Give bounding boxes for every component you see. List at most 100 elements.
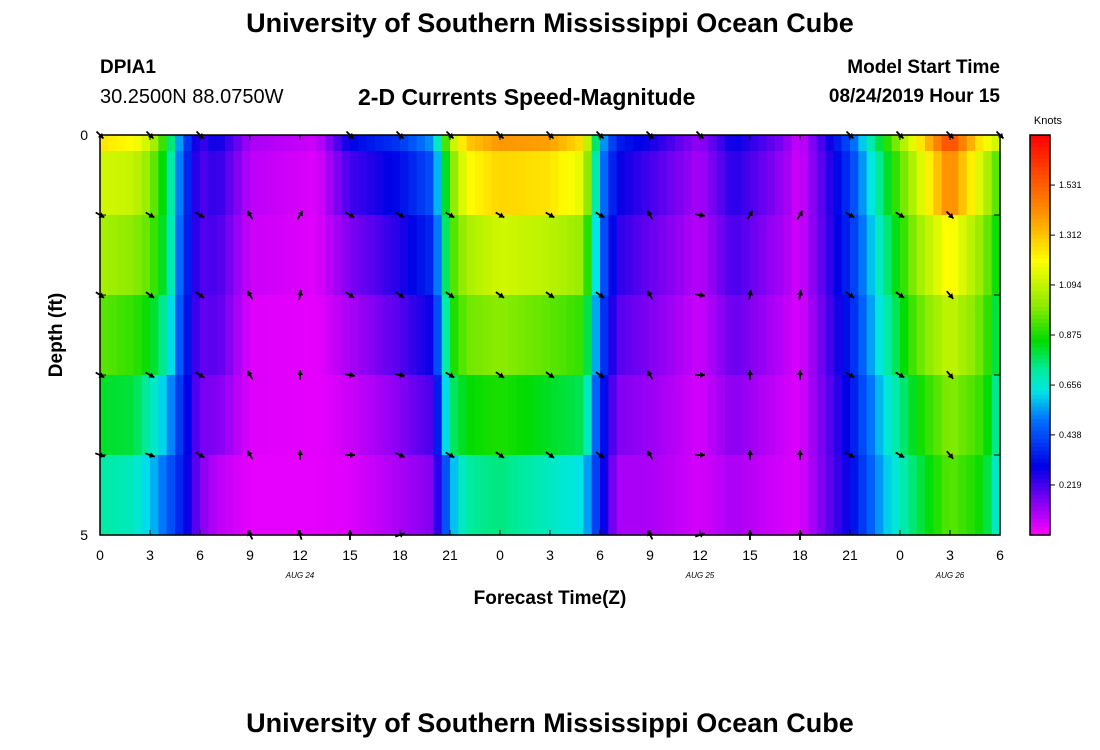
heatmap-cell <box>916 455 926 536</box>
heatmap-cell <box>133 375 143 456</box>
heatmap-cell <box>850 151 859 216</box>
heatmap-cell <box>775 151 784 216</box>
colorbar-segment <box>1030 519 1050 524</box>
heatmap-cell <box>866 455 876 536</box>
vector-arrow-head <box>699 292 705 298</box>
heatmap-cell <box>541 295 551 376</box>
x-tick-label: 9 <box>646 547 654 563</box>
heatmap-cell <box>858 375 868 456</box>
heatmap-cell <box>708 215 718 296</box>
heatmap-cell <box>725 151 734 216</box>
vector-arrow-head <box>548 292 555 298</box>
vector-arrow-head <box>297 450 303 455</box>
heatmap-cell <box>716 455 726 536</box>
heatmap-cell <box>316 151 326 216</box>
model-start-label: Model Start Time <box>847 57 1000 78</box>
vector-arrow-head <box>848 452 855 458</box>
heatmap-cell <box>358 455 368 536</box>
vector-arrow-head <box>398 292 405 298</box>
heatmap-cell <box>900 455 909 536</box>
heatmap-cell <box>266 135 276 152</box>
heatmap-cell <box>625 151 634 216</box>
heatmap-cell <box>216 215 226 296</box>
heatmap-cell <box>116 135 126 152</box>
heatmap-cell <box>625 295 634 376</box>
heatmap-cell <box>466 375 476 456</box>
heatmap-cell <box>166 295 176 376</box>
heatmap-cell <box>583 295 593 376</box>
heatmap-cell <box>958 215 968 296</box>
colorbar-segment <box>1030 155 1050 160</box>
colorbar-segment <box>1030 331 1050 336</box>
heatmap-cell <box>458 455 468 536</box>
heatmap-cell <box>683 455 693 536</box>
colorbar-segment <box>1030 355 1050 360</box>
heatmap-cell <box>725 455 734 536</box>
colorbar-segment <box>1030 139 1050 144</box>
colorbar-segment <box>1030 347 1050 352</box>
colorbar-segment <box>1030 395 1050 400</box>
heatmap-cell <box>341 295 351 376</box>
heatmap-cell <box>316 215 326 296</box>
heatmap-cell <box>891 151 901 216</box>
heatmap-cell <box>983 135 993 152</box>
heatmap-cell <box>950 455 959 536</box>
heatmap-cell <box>883 455 893 536</box>
heatmap-cell <box>408 215 418 296</box>
heatmap-cell <box>425 135 434 152</box>
heatmap-cell <box>525 151 534 216</box>
heatmap-cell <box>433 375 443 456</box>
heatmap-cell <box>650 455 659 536</box>
heatmap-cell <box>125 295 134 376</box>
colorbar-tick-label: 1.312 <box>1059 230 1082 240</box>
colorbar-segment <box>1030 223 1050 228</box>
vector-arrow-head <box>947 293 954 299</box>
heatmap-cell <box>491 135 501 152</box>
heatmap-cell <box>241 135 251 152</box>
heatmap-cell <box>250 151 259 216</box>
heatmap-cell <box>916 135 926 152</box>
heatmap-cell <box>950 295 959 376</box>
heatmap-cell <box>350 151 359 216</box>
colorbar-segment <box>1030 255 1050 260</box>
heatmap-cell <box>266 375 276 456</box>
heatmap-cell <box>441 295 451 376</box>
heatmap-cell <box>900 375 909 456</box>
heatmap-cell <box>125 151 134 216</box>
heatmap-cell <box>975 151 984 216</box>
y-axis-label: Depth (ft) <box>46 293 67 377</box>
vector-arrow-head <box>898 372 905 378</box>
heatmap-cell <box>700 455 709 536</box>
heatmap-cell <box>758 455 768 536</box>
x-tick-label: 6 <box>596 547 604 563</box>
heatmap-cell <box>625 375 634 456</box>
vector-arrow-head <box>399 372 405 378</box>
heatmap-cell <box>200 455 209 536</box>
heatmap-cell <box>291 455 301 536</box>
heatmap-cell <box>333 215 343 296</box>
heatmap-cell <box>933 375 943 456</box>
heatmap-cell <box>141 215 151 296</box>
heatmap-cell <box>225 151 234 216</box>
heatmap-cell <box>541 135 551 152</box>
heatmap-cell <box>891 295 901 376</box>
heatmap-cell <box>825 151 834 216</box>
heatmap-cell <box>633 455 643 536</box>
vector-arrow-head <box>398 452 405 458</box>
heatmap-cell <box>333 151 343 216</box>
heatmap-cell <box>500 295 509 376</box>
heatmap-cell <box>466 215 476 296</box>
vector-arrow-head <box>498 452 505 458</box>
heatmap-cell <box>400 215 409 296</box>
x-tick-label: 21 <box>842 547 858 563</box>
heatmap-cell <box>941 295 951 376</box>
heatmap-cell <box>175 375 184 456</box>
heatmap-cell <box>375 215 384 296</box>
heatmap-cell <box>175 135 184 152</box>
heatmap-cell <box>958 455 968 536</box>
heatmap-cell <box>900 295 909 376</box>
heatmap-cell <box>475 295 484 376</box>
heatmap-cell <box>150 135 159 152</box>
heatmap-cell <box>558 375 568 456</box>
axes: 0 3 6 9 12 15 18 21 0 3 6 9 12 15 18 21 0 3 6 AUG 24 AUG 25 A… <box>80 127 1004 580</box>
